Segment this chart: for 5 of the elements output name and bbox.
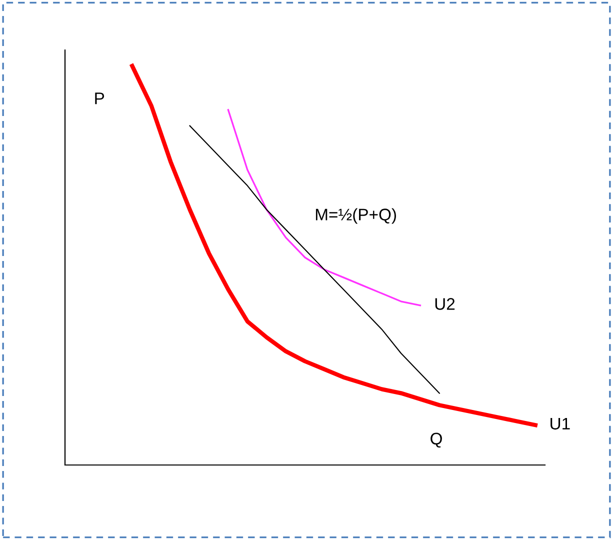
annotation: M=½(P+Q) <box>316 208 396 224</box>
series-label: U2 <box>435 298 455 310</box>
annotation: Q <box>430 432 442 448</box>
series-label: U1 <box>550 418 570 430</box>
annotation: P <box>95 92 104 104</box>
